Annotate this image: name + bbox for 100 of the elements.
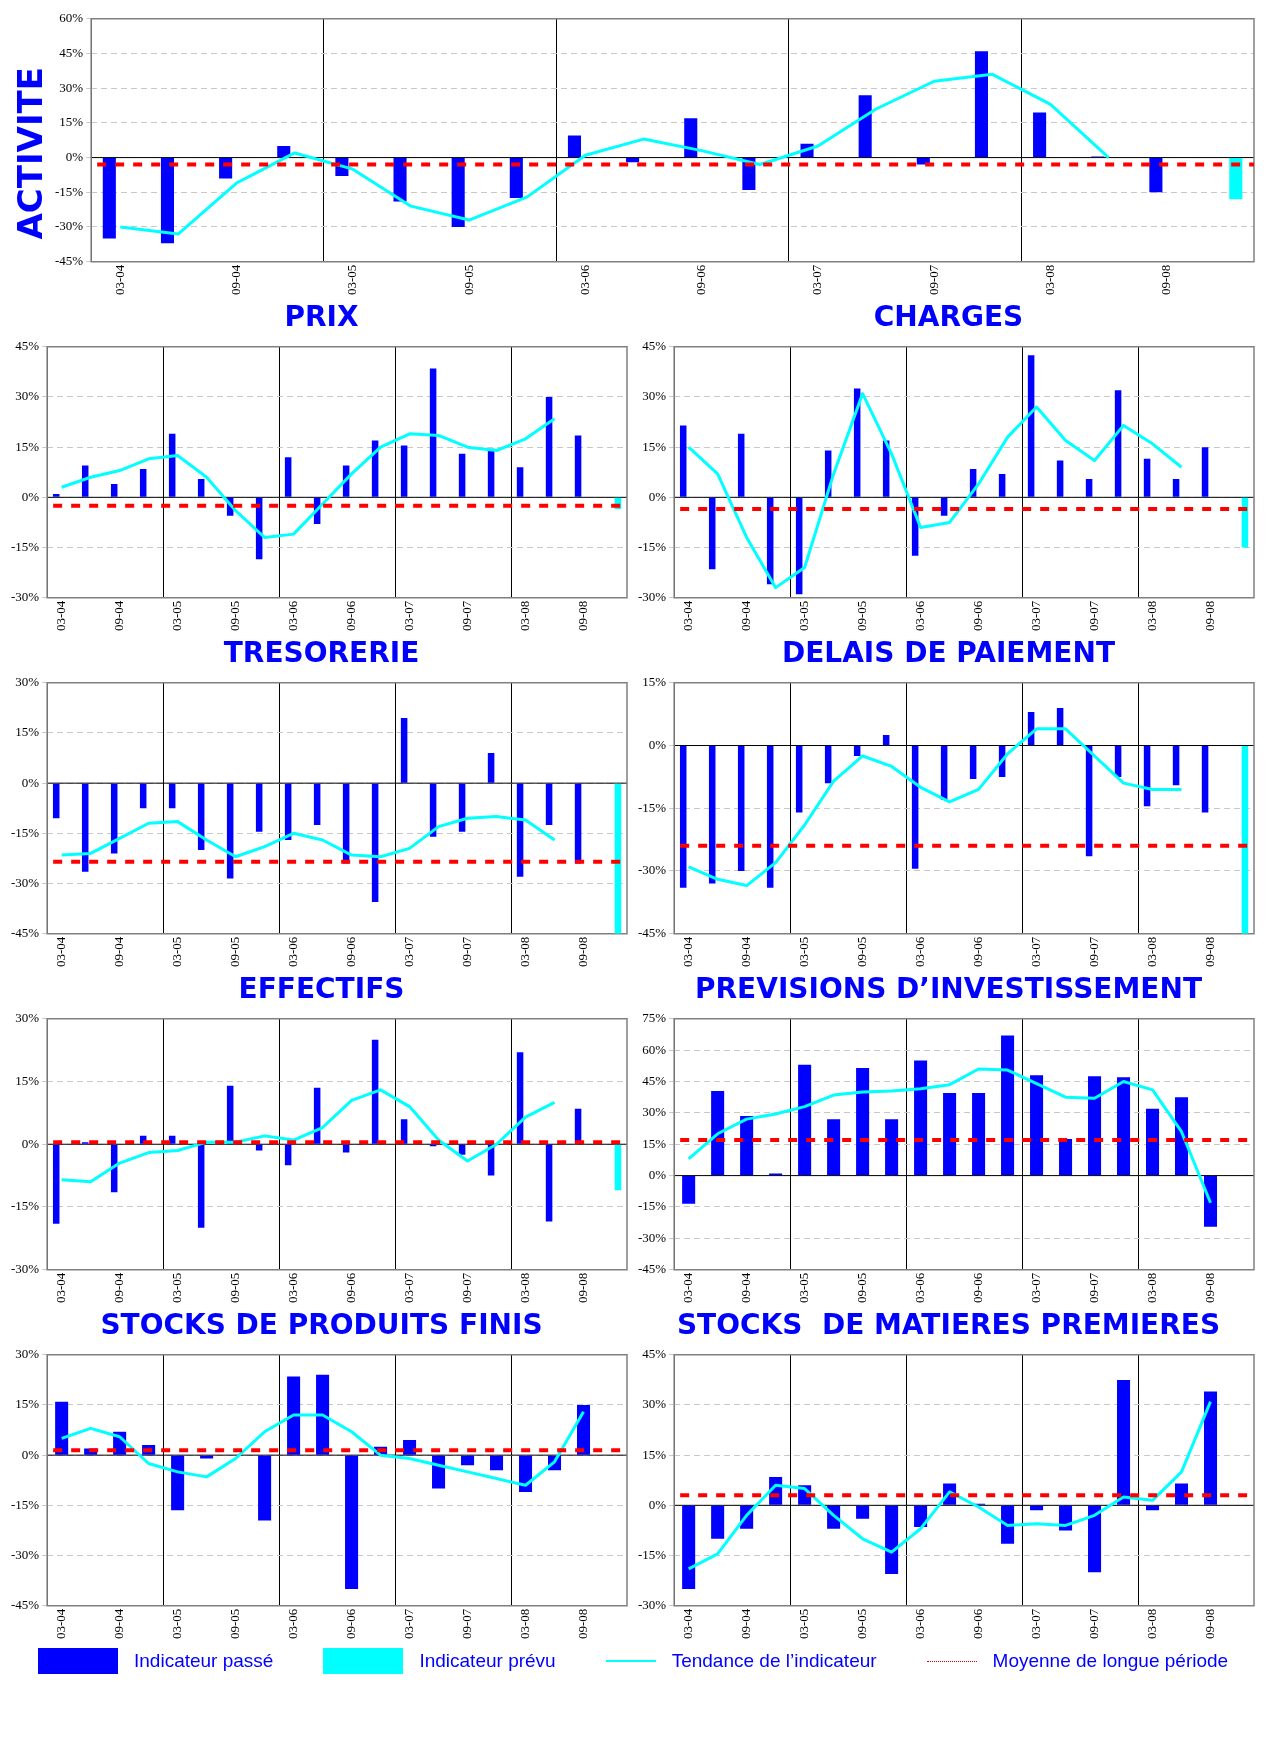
- x-tick-label: 09-05: [227, 1608, 243, 1640]
- x-tick-label: 09-08: [1201, 1608, 1217, 1640]
- y-tick-label: -30%: [10, 1546, 40, 1562]
- x-tick-label: 09-05: [460, 264, 476, 296]
- x-tick-label: 09-04: [227, 264, 243, 296]
- y-tick-label: -30%: [10, 874, 40, 890]
- x-tick-label: 09-04: [111, 936, 127, 968]
- y-tick-label: 0%: [648, 736, 667, 752]
- chart-title: CHARGES: [872, 299, 1025, 335]
- y-tick-label: 0%: [21, 774, 40, 790]
- x-tick-label: 09-04: [111, 1608, 127, 1640]
- y-tick-label: -15%: [637, 538, 667, 554]
- chart-title: TRESORERIE: [222, 635, 421, 671]
- x-tick-label: 09-07: [1085, 1608, 1101, 1640]
- chart-title: PREVISIONS D’INVESTISSEMENT: [694, 971, 1203, 1007]
- y-tick-label: -15%: [637, 1546, 667, 1562]
- x-tick-label: 09-07: [458, 1608, 474, 1640]
- y-tick-label: -15%: [637, 799, 667, 815]
- x-tick-label: 03-04: [680, 1272, 696, 1304]
- x-tick-label: 03-07: [400, 1608, 416, 1640]
- y-tick-label: -45%: [10, 1597, 40, 1613]
- y-tick-label: 0%: [21, 1446, 40, 1462]
- y-tick-label: 45%: [15, 338, 40, 354]
- y-tick-label: 45%: [642, 1346, 667, 1362]
- chart-title: STOCKS DE MATIERES PREMIERES: [675, 1307, 1222, 1343]
- x-tick-label: 09-08: [1201, 1272, 1217, 1304]
- x-tick-label: 03-07: [809, 264, 825, 296]
- x-tick-label: 09-06: [343, 936, 358, 968]
- y-tick-label: -15%: [10, 538, 40, 554]
- x-tick-label: 09-07: [458, 1272, 474, 1304]
- y-tick-label: -30%: [637, 862, 667, 878]
- x-tick-label: 09-05: [854, 600, 870, 632]
- y-tick-label: -30%: [54, 218, 84, 234]
- y-tick-label: 0%: [648, 1167, 667, 1183]
- y-tick-label: -15%: [637, 1198, 667, 1214]
- x-tick-label: 03-04: [53, 600, 69, 632]
- y-tick-label: 30%: [15, 388, 40, 404]
- y-tick-label: 30%: [15, 1346, 40, 1362]
- x-tick-label: 09-04: [738, 1608, 754, 1640]
- x-tick-label: 09-05: [227, 936, 243, 968]
- x-tick-label: 09-06: [970, 600, 985, 632]
- y-tick-label: -15%: [10, 1198, 40, 1214]
- y-tick-label: -45%: [637, 925, 667, 941]
- y-tick-label: -15%: [10, 824, 40, 840]
- x-tick-label: 03-08: [1143, 936, 1159, 968]
- y-tick-label: 30%: [642, 388, 667, 404]
- x-tick-label: 03-06: [576, 264, 592, 296]
- x-tick-label: 03-05: [169, 1608, 185, 1640]
- x-tick-label: 03-07: [400, 600, 416, 632]
- x-tick-label: 09-04: [738, 936, 754, 968]
- x-tick-label: 03-08: [516, 936, 532, 968]
- x-tick-label: 09-08: [574, 1272, 590, 1304]
- x-tick-label: 03-05: [796, 936, 812, 968]
- x-tick-label: 09-06: [970, 936, 985, 968]
- x-tick-label: 03-05: [169, 600, 185, 632]
- y-tick-label: 0%: [648, 1496, 667, 1512]
- y-tick-label: 45%: [59, 44, 84, 60]
- y-tick-label: 30%: [15, 674, 40, 690]
- x-tick-label: 03-04: [111, 264, 127, 296]
- x-tick-label: 03-06: [285, 1608, 301, 1640]
- x-tick-label: 03-04: [53, 1272, 69, 1304]
- x-tick-label: 03-08: [1143, 1608, 1159, 1640]
- y-tick-label: 60%: [59, 10, 84, 26]
- y-tick-label: -45%: [10, 925, 40, 941]
- x-tick-label: 03-05: [169, 936, 185, 968]
- y-tick-label: 75%: [642, 1010, 667, 1026]
- x-tick-label: 09-06: [343, 600, 358, 632]
- y-tick-label: 15%: [642, 1446, 667, 1462]
- y-tick-label: 0%: [21, 488, 40, 504]
- y-tick-label: -45%: [637, 1261, 667, 1277]
- x-tick-label: 03-06: [912, 936, 928, 968]
- y-tick-label: -45%: [54, 253, 84, 269]
- x-tick-label: 03-07: [1027, 936, 1043, 968]
- x-tick-label: 03-07: [1027, 600, 1043, 632]
- y-tick-label: 0%: [65, 149, 84, 165]
- x-tick-label: 03-08: [516, 1608, 532, 1640]
- y-tick-label: -30%: [637, 1229, 667, 1245]
- legend-label: Indicateur prévu: [419, 1650, 556, 1672]
- x-tick-label: 09-08: [1158, 264, 1174, 296]
- x-tick-label: 09-04: [111, 600, 127, 632]
- x-tick-label: 09-08: [574, 1608, 590, 1640]
- x-tick-label: 09-07: [458, 936, 474, 968]
- chart-title: STOCKS DE PRODUITS FINIS: [99, 1307, 544, 1343]
- x-tick-label: 09-04: [738, 600, 754, 632]
- y-tick-label: 0%: [21, 1135, 40, 1151]
- x-tick-label: 09-08: [574, 936, 590, 968]
- y-tick-label: 15%: [642, 1135, 667, 1151]
- x-tick-label: 03-04: [680, 936, 696, 968]
- x-tick-label: 09-06: [970, 1608, 985, 1640]
- y-tick-label: 30%: [642, 1104, 667, 1120]
- y-tick-label: 45%: [642, 1072, 667, 1088]
- x-tick-label: 09-08: [1201, 936, 1217, 968]
- y-tick-label: 15%: [642, 438, 667, 454]
- x-tick-label: 03-05: [169, 1272, 185, 1304]
- x-tick-label: 03-08: [1143, 1272, 1159, 1304]
- legend-label: Indicateur passé: [134, 1650, 274, 1672]
- x-tick-label: 03-08: [1041, 264, 1057, 296]
- y-tick-label: 15%: [59, 114, 84, 130]
- x-tick-label: 09-07: [1085, 600, 1101, 632]
- y-tick-label: -15%: [54, 183, 84, 199]
